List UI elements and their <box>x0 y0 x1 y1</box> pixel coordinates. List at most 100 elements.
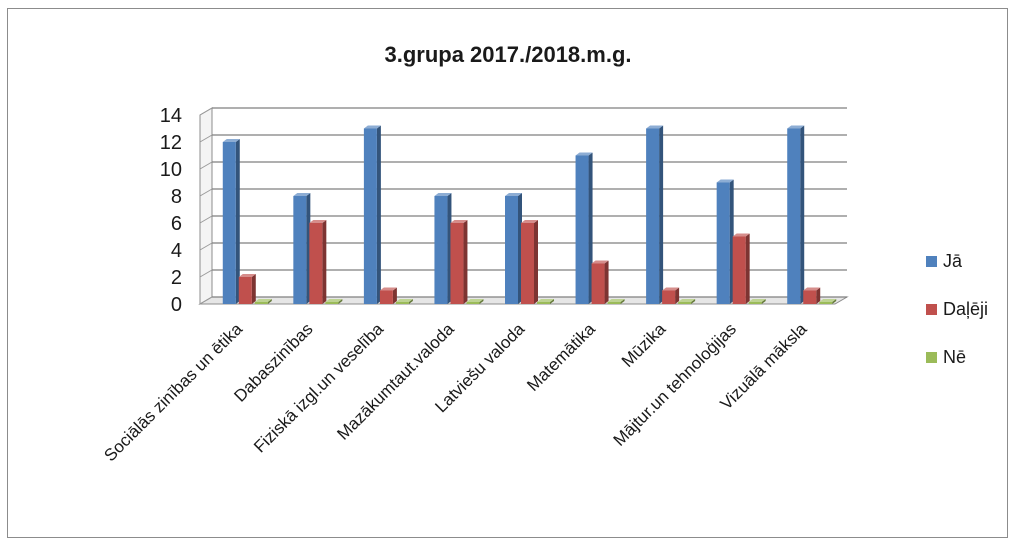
bar-top <box>363 125 381 129</box>
bar <box>309 220 327 304</box>
bar-front <box>450 223 464 304</box>
y-tick-label: 12 <box>160 132 182 154</box>
y-tick-label: 6 <box>171 213 182 235</box>
bar-side <box>338 299 343 304</box>
bar <box>819 299 837 304</box>
gridline-side <box>199 188 213 197</box>
bar-front <box>646 128 660 304</box>
legend-swatch <box>926 256 937 267</box>
bar-top <box>819 299 837 302</box>
bar-top <box>434 193 452 196</box>
bar <box>254 299 272 304</box>
bar-top <box>309 220 327 223</box>
bar-front <box>238 277 252 304</box>
y-tick-label: 2 <box>171 267 182 289</box>
legend-swatch <box>926 304 937 315</box>
bar-front <box>379 290 393 304</box>
bar-front <box>591 263 605 304</box>
y-tick-label: 10 <box>160 159 182 181</box>
bar-front <box>293 196 307 304</box>
y-tick-label: 0 <box>171 294 182 316</box>
bars <box>222 125 837 304</box>
bar-top <box>505 193 522 196</box>
bar-side <box>376 125 381 304</box>
bar <box>450 220 468 304</box>
y-tick-label: 14 <box>160 105 182 127</box>
bar-side <box>479 299 484 304</box>
bar-top <box>787 125 805 129</box>
bar-top <box>379 287 397 291</box>
bar-top <box>450 220 468 223</box>
bar-front <box>537 302 550 304</box>
bar-side <box>463 220 468 304</box>
bar <box>575 152 593 304</box>
bar-side <box>691 299 696 304</box>
bar <box>537 299 554 304</box>
bar-top <box>662 287 680 291</box>
gridline-side <box>199 215 213 224</box>
bar-front <box>732 236 746 304</box>
bar-top <box>591 260 609 264</box>
bar-side <box>550 299 554 304</box>
bar <box>646 125 664 304</box>
bar-side <box>322 220 327 304</box>
bar <box>395 299 413 304</box>
x-tick-label: Mājtur.un tehnoloģijas <box>610 319 740 449</box>
bar <box>716 179 734 304</box>
bar-top <box>466 299 484 302</box>
bar <box>293 193 311 304</box>
bar-top <box>716 179 734 183</box>
bar-front <box>434 196 448 304</box>
bar <box>732 233 750 304</box>
bar <box>466 299 484 304</box>
bar-side <box>659 125 664 304</box>
bar <box>591 260 609 304</box>
bar-front <box>254 302 268 304</box>
x-tick-label: Matemātika <box>523 319 599 395</box>
bar-top <box>222 139 240 142</box>
legend-swatch <box>926 352 937 363</box>
bar-top <box>646 125 664 129</box>
legend: Jā Daļēji Nē <box>926 251 988 367</box>
bar <box>748 299 766 304</box>
gridline-side <box>199 161 213 170</box>
bar-side <box>392 287 397 304</box>
legend-label: Daļēji <box>943 299 988 319</box>
bar-side <box>800 125 805 304</box>
x-axis-ticks: Sociālās zinības un ētikaDabaszinībasFiz… <box>100 319 811 465</box>
bar-front <box>325 302 339 304</box>
bar-top <box>575 152 593 156</box>
bar <box>238 274 256 304</box>
bar-front <box>505 196 518 304</box>
bar-side <box>235 139 240 304</box>
bar-side <box>620 299 625 304</box>
bar-side <box>604 260 609 304</box>
bar <box>662 287 680 304</box>
bar-side <box>816 287 821 304</box>
bar <box>787 125 805 304</box>
bar-front <box>819 302 833 304</box>
bar-side <box>534 220 538 304</box>
gridline-side <box>199 107 213 116</box>
bar-front <box>716 182 730 304</box>
bar-side <box>675 287 680 304</box>
y-axis-ticks: 0 2 4 6 8 10 12 14 <box>160 105 182 316</box>
bar-side <box>761 299 766 304</box>
gridline-side <box>199 134 213 143</box>
gridline-side <box>199 269 213 278</box>
bar-side <box>745 233 750 304</box>
bar-front <box>748 302 762 304</box>
bar-side <box>832 299 837 304</box>
bar <box>521 220 538 304</box>
bar-front <box>662 290 676 304</box>
bar-front <box>466 302 480 304</box>
bar <box>607 299 625 304</box>
bar <box>222 139 240 304</box>
x-tick-label: Mazākumtaut.valoda <box>333 319 458 444</box>
x-tick-label: Sociālās zinības un ētika <box>100 319 246 465</box>
bar-top <box>238 274 256 277</box>
bar-top <box>293 193 311 196</box>
x-tick-label: Mūzika <box>618 319 670 371</box>
bar-side <box>408 299 413 304</box>
